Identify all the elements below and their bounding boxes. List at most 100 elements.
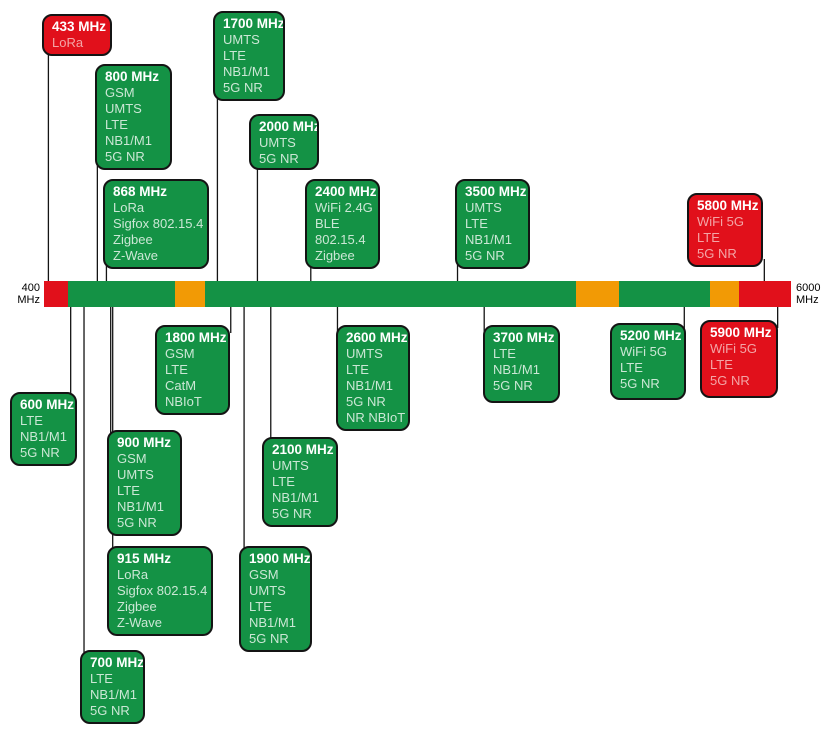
axis-label-max: 6000 MHz: [796, 282, 828, 306]
band-item: 5G NR: [20, 445, 60, 460]
band-item: NB1/M1: [90, 687, 137, 702]
band-item: NB1/M1: [223, 64, 270, 79]
band-box-700: 700 MHz LTE NB1/M1 5G NR: [80, 650, 145, 724]
band-item: 5G NR: [90, 703, 130, 718]
band-box-2000: 2000 MHz UMTS 5G NR: [249, 114, 319, 170]
band-item: WiFi 5G: [710, 341, 757, 356]
band-item: 5G NR: [223, 80, 263, 95]
band-item: LTE: [165, 362, 188, 377]
band-title: 3500 MHz: [465, 184, 527, 199]
band-item: Z-Wave: [113, 248, 159, 263]
band-item: NB1/M1: [346, 378, 393, 393]
band-box-915: 915 MHz LoRa Sigfox 802.15.4 Zigbee Z-Wave: [107, 546, 213, 636]
band-item: LoRa: [52, 35, 84, 50]
band-item: 5G NR: [259, 151, 299, 166]
band-item: LTE: [117, 483, 140, 498]
band-box-868: 868 MHz LoRa Sigfox 802.15.4 Zigbee Z-Wave: [103, 179, 209, 269]
band-box-2400: 2400 MHz WiFi 2.4G BLE 802.15.4 Zigbee: [305, 179, 380, 269]
band-item: GSM: [249, 567, 279, 582]
band-item: Zigbee: [117, 599, 157, 614]
band-box-5800: 5800 MHz WiFi 5G LTE 5G NR: [687, 193, 763, 267]
band-item: UMTS: [223, 32, 260, 47]
band-title: 600 MHz: [20, 397, 75, 412]
band-item: LoRa: [117, 567, 149, 582]
band-item: UMTS: [105, 101, 142, 116]
band-item: UMTS: [249, 583, 286, 598]
bar-segment-green: [68, 281, 175, 307]
axis-max-unit: MHz: [796, 293, 819, 306]
band-item: UMTS: [117, 467, 154, 482]
bar-segment-red: [44, 281, 68, 307]
band-title: 868 MHz: [113, 184, 168, 199]
band-item: GSM: [165, 346, 195, 361]
band-item: GSM: [117, 451, 147, 466]
band-item: Zigbee: [315, 248, 355, 263]
band-title: 2100 MHz: [272, 442, 334, 457]
band-item: 5G NR: [346, 394, 386, 409]
band-item: UMTS: [465, 200, 502, 215]
band-title: 900 MHz: [117, 435, 172, 450]
band-box-2100: 2100 MHz UMTS LTE NB1/M1 5G NR: [262, 437, 338, 527]
band-item: LoRa: [113, 200, 145, 215]
band-item: UMTS: [259, 135, 296, 150]
band-item: 802.15.4: [315, 232, 366, 247]
band-item: NR NBIoT: [346, 410, 406, 425]
band-box-1900: 1900 MHz GSM UMTS LTE NB1/M1 5G NR: [239, 546, 312, 652]
band-item: CatM: [165, 378, 197, 393]
band-box-600: 600 MHz LTE NB1/M1 5G NR: [10, 392, 77, 466]
band-item: 5G NR: [105, 149, 145, 164]
band-title: 1800 MHz: [165, 330, 227, 345]
band-item: BLE: [315, 216, 340, 231]
bar-segment-orange: [576, 281, 619, 307]
band-item: UMTS: [346, 346, 383, 361]
band-item: NB1/M1: [465, 232, 512, 247]
band-item: 5G NR: [710, 373, 750, 388]
bar-segment-green: [205, 281, 577, 307]
band-item: Sigfox 802.15.4: [117, 583, 208, 598]
band-title: 2400 MHz: [315, 184, 377, 199]
band-title: 1900 MHz: [249, 551, 311, 566]
band-box-900: 900 MHz GSM UMTS LTE NB1/M1 5G NR: [107, 430, 182, 536]
band-item: Sigfox 802.15.4: [113, 216, 204, 231]
band-title: 5200 MHz: [620, 328, 682, 343]
band-item: LTE: [697, 230, 720, 245]
band-item: LTE: [465, 216, 488, 231]
band-item: LTE: [249, 599, 272, 614]
band-item: LTE: [620, 360, 643, 375]
bar-segment-green: [618, 281, 710, 307]
band-title: 5900 MHz: [710, 325, 772, 340]
band-box-1800: 1800 MHz GSM LTE CatM NBIoT: [155, 325, 230, 415]
band-item: 5G NR: [697, 246, 737, 261]
band-title: 1700 MHz: [223, 16, 285, 31]
band-box-433: 433 MHz LoRa: [42, 14, 112, 56]
band-item: LTE: [272, 474, 295, 489]
band-item: 5G NR: [465, 248, 505, 263]
band-item: NB1/M1: [249, 615, 296, 630]
band-item: NB1/M1: [272, 490, 319, 505]
band-box-5200: 5200 MHz WiFi 5G LTE 5G NR: [610, 323, 686, 400]
band-item: 5G NR: [272, 506, 312, 521]
band-item: 5G NR: [493, 378, 533, 393]
band-item: LTE: [493, 346, 516, 361]
band-box-2600: 2600 MHz UMTS LTE NB1/M1 5G NR NR NBIoT: [336, 325, 410, 431]
band-item: NB1/M1: [117, 499, 164, 514]
band-item: WiFi 5G: [697, 214, 744, 229]
band-item: NB1/M1: [105, 133, 152, 148]
band-title: 433 MHz: [52, 19, 107, 34]
band-title: 3700 MHz: [493, 330, 555, 345]
band-item: NB1/M1: [20, 429, 67, 444]
band-box-800: 800 MHz GSM UMTS LTE NB1/M1 5G NR: [95, 64, 172, 170]
band-item: 5G NR: [620, 376, 660, 391]
band-title: 2000 MHz: [259, 119, 319, 134]
band-item: UMTS: [272, 458, 309, 473]
band-box-5900: 5900 MHz WiFi 5G LTE 5G NR: [700, 320, 778, 398]
axis-label-min: 400 MHz: [0, 282, 40, 306]
band-item: Z-Wave: [117, 615, 163, 630]
band-title: 2600 MHz: [346, 330, 408, 345]
band-title: 800 MHz: [105, 69, 160, 84]
band-item: Zigbee: [113, 232, 153, 247]
band-item: WiFi 2.4G: [315, 200, 373, 215]
axis-min-value: 400: [21, 282, 40, 294]
band-item: GSM: [105, 85, 135, 100]
